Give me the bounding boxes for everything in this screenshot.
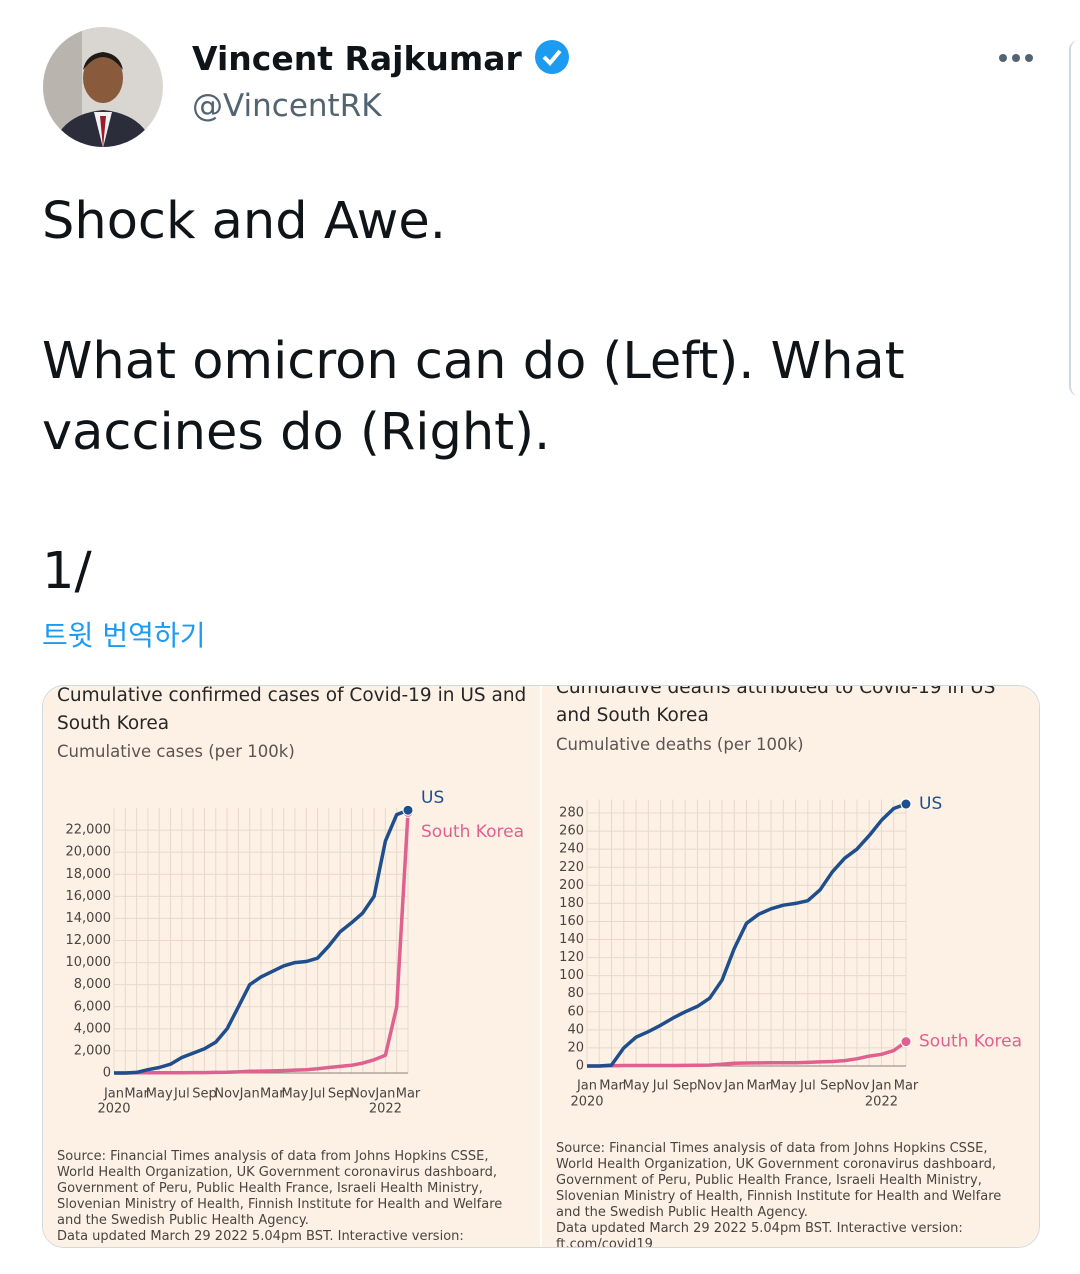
user-name-text[interactable]: Vincent Rajkumar [192, 39, 522, 78]
series-label: South Korea [421, 822, 524, 842]
x-tick-label: May [770, 1079, 797, 1094]
translate-link[interactable]: 트윗 번역하기 [42, 619, 206, 652]
x-tick-label: Mar [599, 1079, 624, 1094]
user-handle[interactable]: @VincentRK [192, 88, 382, 124]
side-edge [1069, 40, 1080, 396]
x-tick-label: Jan [239, 1087, 260, 1102]
link-text: ft.com/covid19 [556, 1237, 653, 1247]
x-tick-label: Jul [309, 1087, 326, 1102]
end-dot [900, 798, 912, 810]
y-tick-label: 140 [559, 932, 584, 947]
x-tick-label: Jan [103, 1087, 124, 1102]
source-text: Source: Financial Times analysis of data… [556, 1141, 1002, 1220]
x-tick-label: Mar [124, 1087, 149, 1102]
source-text: Source: Financial Times analysis of data… [57, 1149, 503, 1228]
plot: 0 20 40 60 80 100 120 140 160 180 200 220 240 260 280 J… [559, 794, 1022, 1110]
y-tick-label: 0 [576, 1059, 584, 1074]
y-tick-label: 100 [559, 968, 584, 983]
chart-subtitle: Cumulative cases (per 100k) [57, 742, 295, 761]
x-group-label: 2020 [97, 1102, 130, 1117]
x-tick-label: Mar [894, 1079, 919, 1094]
y-tick-label: 22,000 [66, 823, 112, 838]
chart-panel[interactable]: Cumulative deaths attributed to Covid-19… [542, 686, 1039, 1247]
x-tick-label: Nov [350, 1087, 376, 1102]
x-tick-label: Sep [673, 1079, 698, 1094]
y-tick-label: 240 [559, 842, 584, 857]
x-tick-label: Nov [844, 1079, 870, 1094]
series-label: South Korea [919, 1032, 1022, 1052]
chart-source: Source: Financial Times analysis of data… [556, 1141, 1026, 1247]
x-tick-label: May [623, 1079, 650, 1094]
x-tick-label: Jan [576, 1079, 597, 1094]
x-group-label: 2020 [570, 1095, 603, 1110]
more-button[interactable] [996, 50, 1036, 66]
tweet-text: Shock and Awe. [42, 192, 446, 251]
series-label: US [421, 788, 444, 808]
y-tick-label: 80 [567, 986, 584, 1001]
x-tick-label: Jul [652, 1079, 669, 1094]
series-line [114, 808, 409, 1075]
y-tick-label: 200 [559, 878, 584, 893]
y-tick-label: 4,000 [74, 1021, 111, 1036]
y-tick-label: 8,000 [74, 977, 111, 992]
y-tick-label: 6,000 [74, 999, 111, 1014]
tweet-text: 1/ [42, 542, 92, 601]
x-tick-label: Sep [328, 1087, 353, 1102]
chart-panel[interactable]: Cumulative confirmed cases of Covid-19 i… [43, 686, 540, 1247]
y-tick-label: 40 [567, 1022, 584, 1037]
x-tick-label: Jul [799, 1079, 816, 1094]
y-tick-label: 60 [567, 1004, 584, 1019]
chart-title: Cumulative deaths attributed to Covid-19… [556, 686, 996, 726]
y-tick-label: 120 [559, 950, 584, 965]
avatar[interactable] [42, 26, 164, 148]
verified-badge [535, 40, 570, 74]
y-tick-label: 2,000 [74, 1043, 111, 1058]
series-label: US [919, 794, 942, 814]
updated-text: Data updated March 29 2022 5.04pm BST. I… [556, 1221, 963, 1236]
y-tick-label: 0 [103, 1066, 111, 1081]
y-tick-label: 160 [559, 914, 584, 929]
x-tick-label: May [281, 1087, 308, 1102]
x-tick-label: Sep [192, 1087, 217, 1102]
y-tick-label: 220 [559, 860, 584, 875]
x-tick-label: Jul [173, 1087, 190, 1102]
x-tick-label: Jan [374, 1087, 395, 1102]
y-tick-label: 20 [567, 1040, 584, 1055]
x-tick-label: Nov [697, 1079, 723, 1094]
x-tick-label: May [146, 1087, 173, 1102]
plot: 0 2,000 4,000 6,000 8,000 10,000 12,000 14,000 1… [66, 788, 525, 1117]
x-group-label: 2022 [865, 1095, 898, 1110]
series-line [587, 802, 907, 1068]
y-tick-label: 14,000 [66, 911, 112, 926]
series-line [114, 812, 410, 1075]
y-tick-label: 260 [559, 824, 584, 839]
y-tick-label: 18,000 [66, 867, 112, 882]
media[interactable]: Cumulative confirmed cases of Covid-19 i… [42, 685, 1040, 1248]
y-tick-label: 10,000 [66, 955, 112, 970]
x-tick-label: Mar [747, 1079, 772, 1094]
y-tick-label: 280 [559, 806, 584, 821]
x-tick-label: Sep [820, 1079, 845, 1094]
tweet-text: What omicron can do (Left). What vaccine… [42, 332, 905, 462]
chart-source: Source: Financial Times analysis of data… [57, 1149, 527, 1245]
end-dot [402, 804, 414, 816]
updated-text: Data updated March 29 2022 5.04pm BST. I… [57, 1229, 464, 1244]
x-tick-label: Jan [870, 1079, 891, 1094]
x-tick-label: Nov [214, 1087, 240, 1102]
x-tick-label: Jan [723, 1079, 744, 1094]
x-tick-label: Mar [260, 1087, 285, 1102]
series-line [587, 1040, 908, 1068]
chart-subtitle: Cumulative deaths (per 100k) [556, 735, 804, 754]
x-tick-label: Mar [396, 1087, 421, 1102]
chart-title: Cumulative confirmed cases of Covid-19 i… [57, 686, 527, 734]
y-tick-label: 20,000 [66, 845, 112, 860]
user-name[interactable]: Vincent Rajkumar [192, 38, 571, 78]
y-tick-label: 180 [559, 896, 584, 911]
x-group-label: 2022 [369, 1102, 402, 1117]
y-tick-label: 12,000 [66, 933, 112, 948]
y-tick-label: 16,000 [66, 889, 112, 904]
end-dot [900, 1036, 912, 1048]
